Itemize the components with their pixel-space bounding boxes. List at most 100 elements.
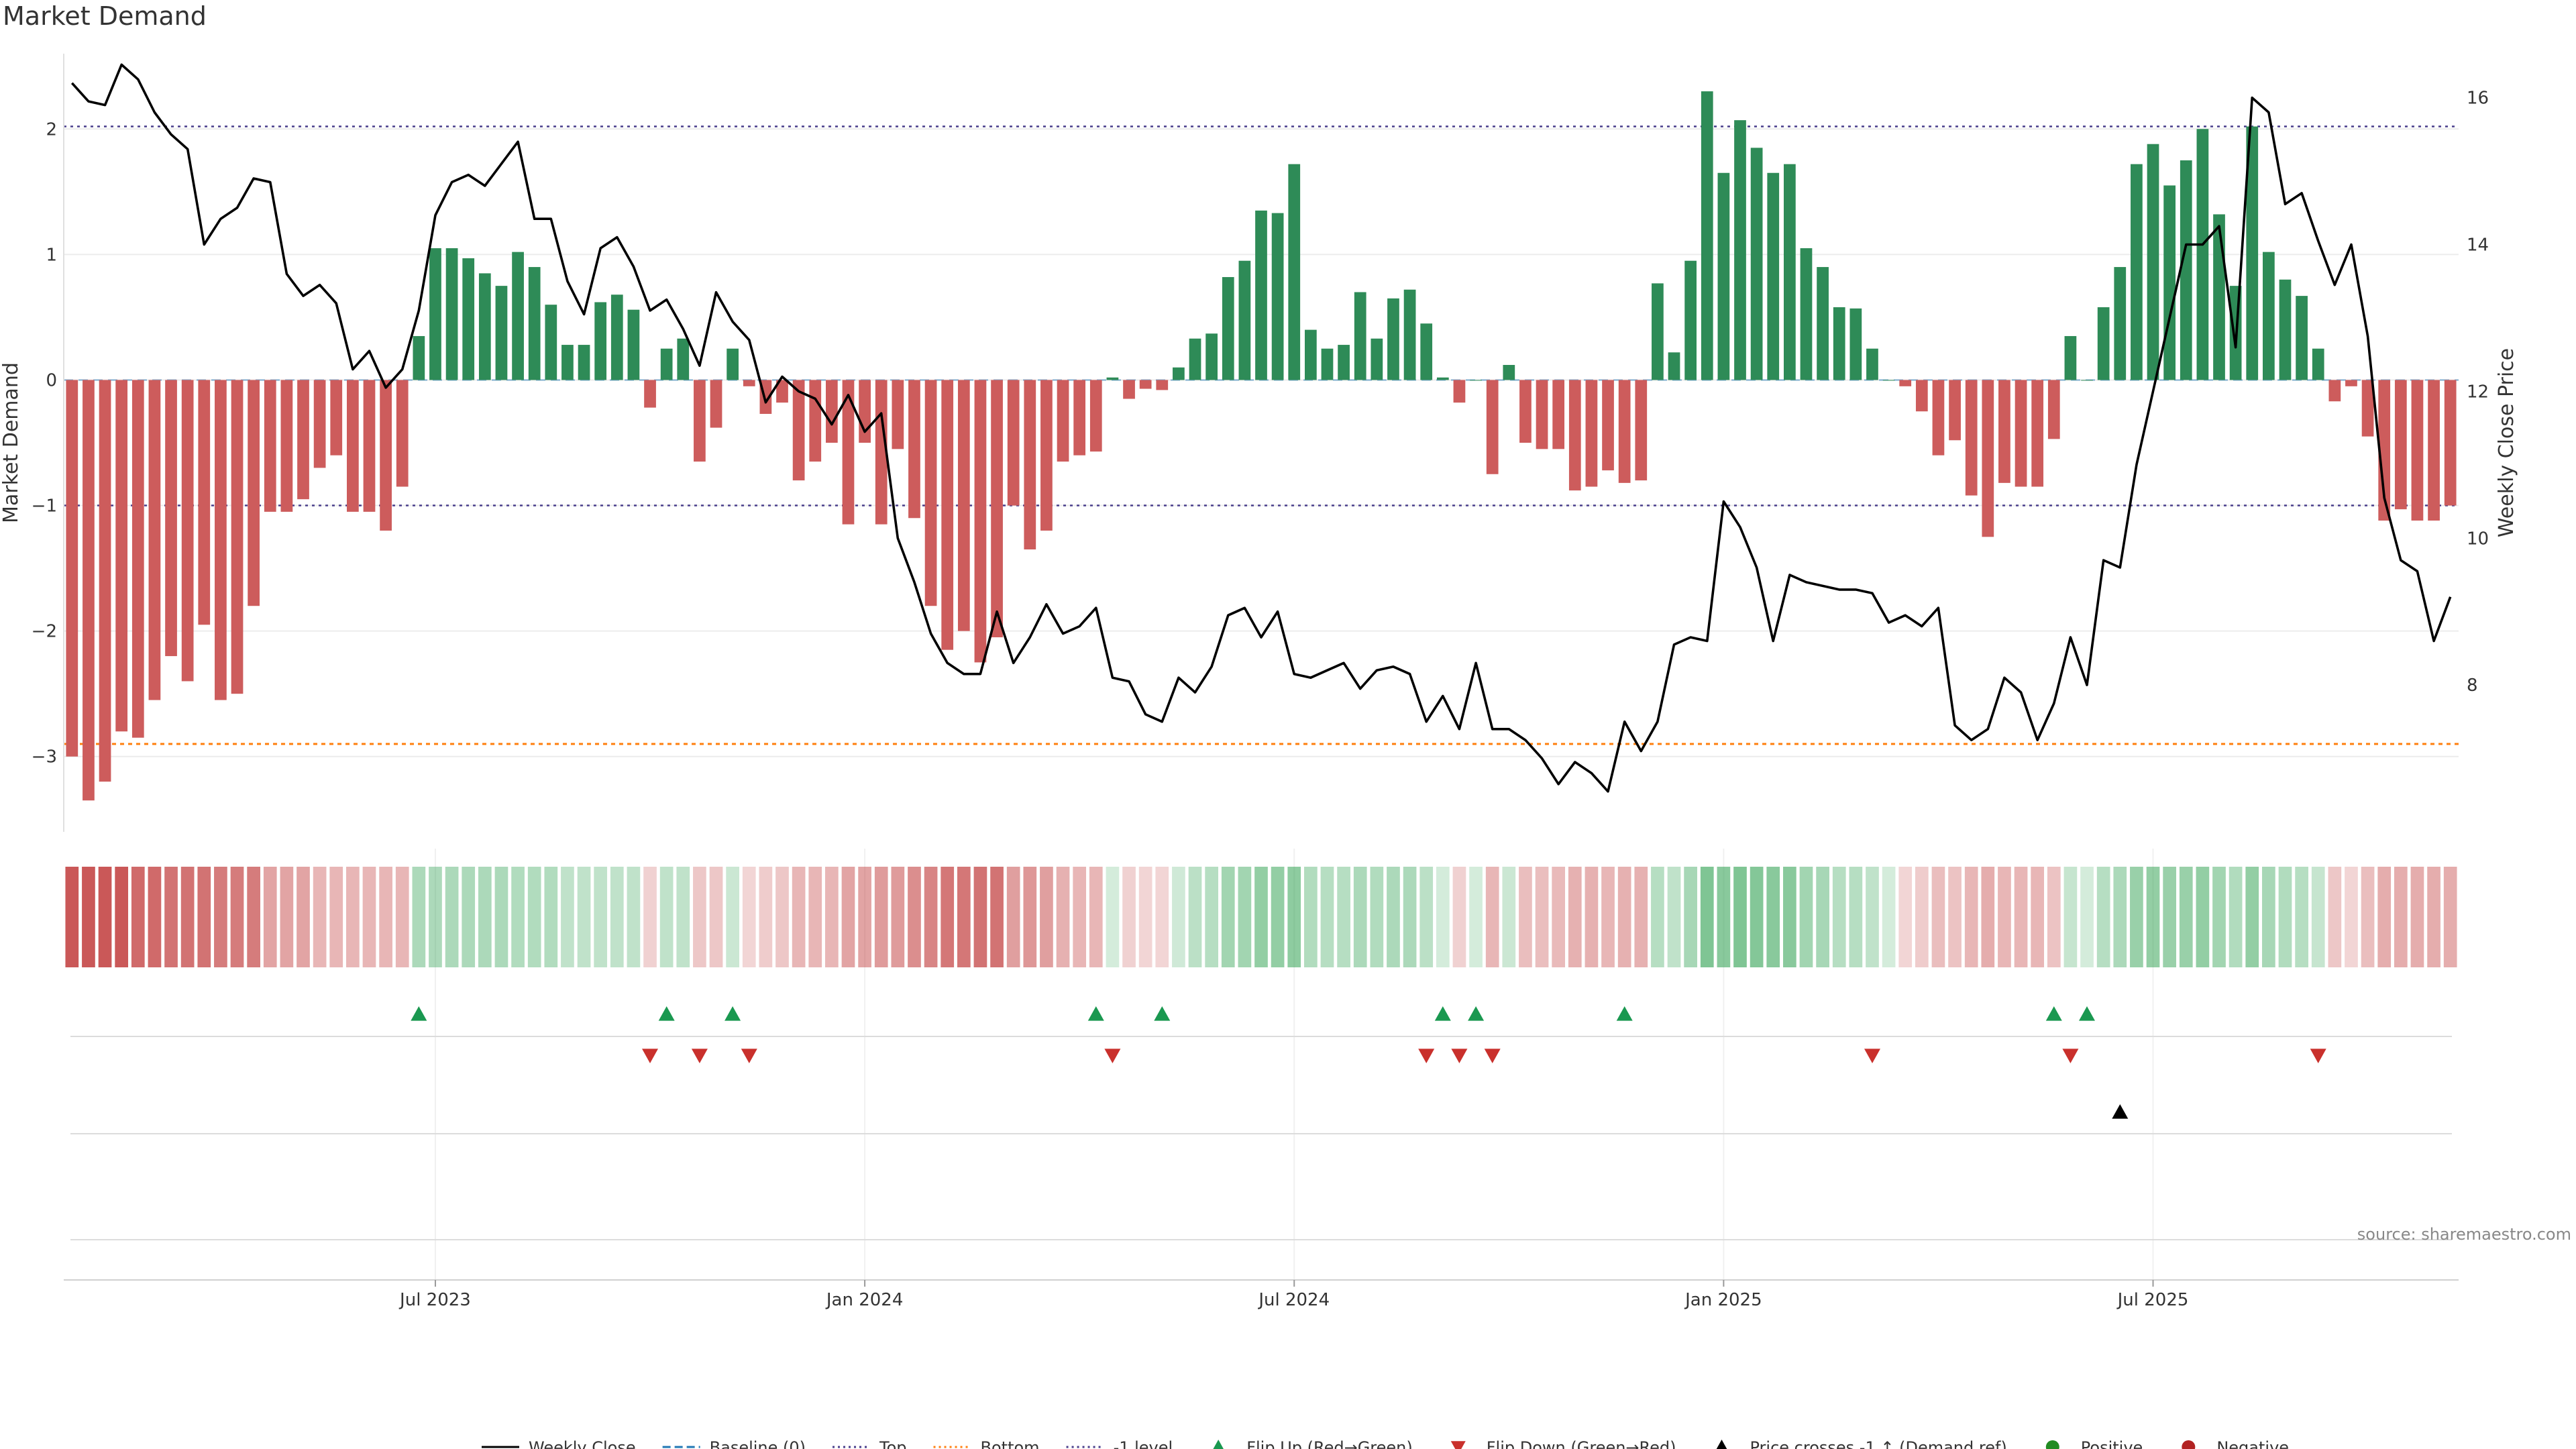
heat-cell xyxy=(1419,867,1434,967)
heat-cell xyxy=(1172,867,1185,967)
heat-cell xyxy=(1320,867,1334,967)
legend-label: -1 level xyxy=(1114,1438,1173,1449)
legend-item: -1 level xyxy=(1066,1438,1173,1449)
heat-cell xyxy=(1271,867,1285,967)
heat-cell xyxy=(395,867,409,967)
demand-bar-positive xyxy=(2279,279,2292,380)
heat-cell xyxy=(2377,867,2392,967)
heat-cell xyxy=(329,867,343,967)
demand-bar-positive xyxy=(2213,214,2225,380)
flip-down-marker xyxy=(642,1049,658,1063)
demand-bar-positive xyxy=(660,348,673,380)
demand-bar-negative xyxy=(1899,380,1912,386)
heat-cell xyxy=(148,867,162,967)
heat-cell xyxy=(1783,867,1796,967)
heat-cell xyxy=(1221,867,1235,967)
demand-bar-positive xyxy=(1288,164,1301,380)
heat-cell xyxy=(2295,867,2308,967)
heat-cell xyxy=(908,867,921,967)
heat-cell xyxy=(1122,867,1136,967)
demand-bar-positive xyxy=(1420,323,1433,380)
legend-label: Top xyxy=(879,1438,907,1449)
heat-cell xyxy=(1684,867,1697,967)
heat-cell xyxy=(1766,867,1780,967)
demand-bar-positive xyxy=(2064,335,2077,380)
heat-cell xyxy=(313,867,327,967)
heat-cell xyxy=(1568,867,1582,967)
demand-bar-negative xyxy=(1156,380,1169,390)
demand-bar-negative xyxy=(215,380,227,700)
demand-bar-negative xyxy=(1552,380,1565,449)
heat-cell xyxy=(1006,867,1020,967)
legend-label: Weekly Close xyxy=(529,1438,636,1449)
demand-bar-negative xyxy=(842,380,855,525)
heat-cell xyxy=(1816,867,1829,967)
heat-cell xyxy=(1700,867,1714,967)
y-axis-title-left: Market Demand xyxy=(0,362,23,523)
heat-cell xyxy=(957,867,971,967)
legend-item: Flip Up (Red→Green) xyxy=(1213,1438,1413,1449)
demand-bar-negative xyxy=(363,380,376,512)
legend-item: Negative xyxy=(2182,1438,2289,1449)
x-tick-label: Jul 2025 xyxy=(2116,1290,2189,1310)
demand-bar-positive xyxy=(1222,277,1234,380)
legend-dot-swatch xyxy=(2045,1440,2059,1449)
demand-bar-negative xyxy=(396,380,409,487)
demand-bar-negative xyxy=(1982,380,1994,537)
demand-bar-negative xyxy=(941,380,954,650)
heat-cell xyxy=(1485,867,1499,967)
heat-cell xyxy=(180,867,195,967)
heat-cell xyxy=(462,867,476,967)
demand-bar-positive xyxy=(2246,126,2259,380)
heat-cell xyxy=(1403,867,1417,967)
demand-bar-negative xyxy=(1040,380,1053,531)
demand-bar-negative xyxy=(264,380,276,512)
demand-bar-negative xyxy=(248,380,260,606)
demand-bar-positive xyxy=(2180,160,2192,380)
heat-cell xyxy=(1634,867,1648,967)
demand-bar-positive xyxy=(1173,367,1185,380)
heat-cell xyxy=(1337,867,1350,967)
demand-bar-positive xyxy=(495,286,508,380)
heat-cell xyxy=(1155,867,1169,967)
demand-bars xyxy=(66,91,2457,801)
heat-cell xyxy=(2130,867,2143,967)
demand-bar-negative xyxy=(2428,380,2440,521)
demand-heat-strip xyxy=(65,867,2457,967)
demand-bar-positive xyxy=(727,348,739,380)
heat-cell xyxy=(841,867,855,967)
heat-cell xyxy=(412,867,426,967)
demand-bar-negative xyxy=(347,380,359,512)
heat-cell xyxy=(1519,867,1532,967)
demand-bar-negative xyxy=(1007,380,1020,506)
demand-bar-positive xyxy=(1321,348,1334,380)
demand-bar-positive xyxy=(1750,148,1763,380)
heat-cell xyxy=(1799,867,1813,967)
flip-up-marker xyxy=(1468,1006,1485,1021)
demand-bar-negative xyxy=(2361,380,2374,437)
demand-bar-positive xyxy=(1436,377,1449,380)
legend-label: Flip Down (Green→Red) xyxy=(1487,1438,1676,1449)
demand-bar-positive xyxy=(1354,292,1366,380)
demand-bar-negative xyxy=(330,380,343,455)
demand-bar-positive xyxy=(478,273,491,380)
page-title: Market Demand xyxy=(3,1,207,31)
demand-bar-negative xyxy=(743,380,755,386)
demand-bar-negative xyxy=(710,380,722,428)
demand-bar-negative xyxy=(2444,380,2457,506)
demand-bar-negative xyxy=(1602,380,1614,471)
demand-bar-positive xyxy=(413,335,425,380)
demand-bar-positive xyxy=(545,305,557,380)
y-tick-label-right: 8 xyxy=(2467,676,2478,696)
demand-bar-negative xyxy=(2411,380,2424,521)
demand-bar-positive xyxy=(2163,185,2176,380)
demand-bar-positive xyxy=(1833,307,1845,380)
heat-cell xyxy=(693,867,706,967)
demand-bar-positive xyxy=(2114,267,2127,380)
demand-bar-positive xyxy=(677,338,690,380)
heat-cell xyxy=(2394,867,2408,967)
y-tick-label-right: 12 xyxy=(2467,382,2489,402)
heat-cell xyxy=(874,867,888,967)
heat-cell xyxy=(478,867,492,967)
heat-cell xyxy=(1370,867,1384,967)
